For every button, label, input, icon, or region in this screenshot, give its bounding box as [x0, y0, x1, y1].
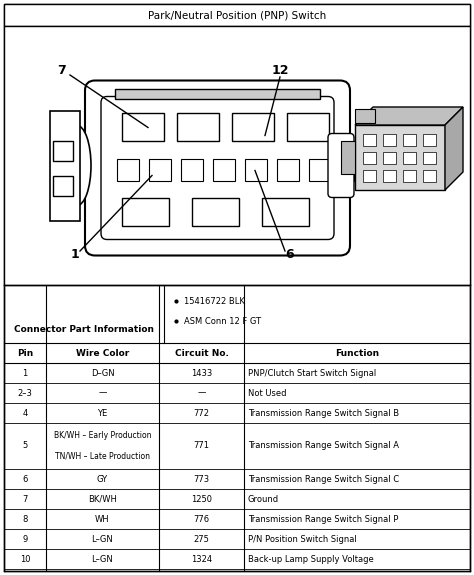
Bar: [4, 26, 470, 285]
Text: PNP/Clutch Start Switch Signal: PNP/Clutch Start Switch Signal: [248, 369, 376, 378]
Bar: [355, 125, 445, 190]
Bar: [423, 134, 436, 146]
Polygon shape: [445, 107, 463, 190]
Text: Wire Color: Wire Color: [76, 348, 129, 358]
Text: 5: 5: [22, 442, 27, 450]
Bar: [149, 159, 171, 181]
Bar: [115, 89, 320, 98]
Text: 1250: 1250: [191, 494, 212, 504]
Bar: [332, 159, 354, 181]
Bar: [262, 197, 309, 225]
Bar: [403, 134, 416, 146]
Text: 8: 8: [22, 515, 27, 523]
Bar: [53, 175, 73, 196]
Text: 12: 12: [271, 64, 289, 78]
Text: Circuit No.: Circuit No.: [174, 348, 228, 358]
Text: ASM Conn 12 F GT: ASM Conn 12 F GT: [184, 316, 261, 325]
Bar: [403, 170, 416, 182]
Bar: [423, 152, 436, 164]
Bar: [287, 113, 329, 140]
Polygon shape: [355, 107, 463, 125]
Text: WH: WH: [95, 515, 110, 523]
Bar: [192, 197, 239, 225]
Bar: [383, 134, 396, 146]
Text: BK/WH: BK/WH: [88, 494, 117, 504]
FancyBboxPatch shape: [101, 97, 334, 240]
Ellipse shape: [63, 125, 91, 205]
Bar: [383, 152, 396, 164]
Bar: [122, 197, 169, 225]
Bar: [309, 159, 331, 181]
FancyBboxPatch shape: [85, 81, 350, 255]
Text: Pin: Pin: [17, 348, 33, 358]
Text: 771: 771: [193, 442, 210, 450]
Bar: [341, 141, 355, 174]
Text: 1433: 1433: [191, 369, 212, 378]
Text: 6: 6: [22, 474, 27, 484]
Text: Transmission Range Switch Signal P: Transmission Range Switch Signal P: [248, 515, 398, 523]
Bar: [403, 152, 416, 164]
Bar: [122, 113, 164, 140]
Text: Connector Part Information: Connector Part Information: [14, 324, 154, 333]
Text: YE: YE: [97, 408, 108, 417]
Text: 7: 7: [22, 494, 27, 504]
Text: 6: 6: [286, 248, 294, 262]
Text: 772: 772: [193, 408, 210, 417]
Bar: [213, 159, 235, 181]
Bar: [117, 159, 139, 181]
Bar: [383, 170, 396, 182]
Bar: [4, 4, 470, 26]
Text: TN/WH – Late Production: TN/WH – Late Production: [55, 451, 150, 461]
Text: 10: 10: [20, 554, 30, 564]
Bar: [355, 109, 375, 123]
Text: D–GN: D–GN: [91, 369, 114, 378]
Text: Transmission Range Switch Signal B: Transmission Range Switch Signal B: [248, 408, 399, 417]
Text: 2–3: 2–3: [18, 389, 32, 397]
Text: BK/WH – Early Production: BK/WH – Early Production: [54, 431, 151, 440]
Text: 773: 773: [193, 474, 210, 484]
Text: 7: 7: [58, 64, 66, 78]
Text: L–GN: L–GN: [91, 554, 113, 564]
Bar: [245, 159, 267, 181]
Bar: [277, 159, 299, 181]
Bar: [363, 152, 376, 164]
Text: 15416722 BLK: 15416722 BLK: [184, 297, 245, 305]
Text: 1324: 1324: [191, 554, 212, 564]
Text: P/N Position Switch Signal: P/N Position Switch Signal: [248, 535, 357, 543]
Text: L–GN: L–GN: [91, 535, 113, 543]
Text: 776: 776: [193, 515, 210, 523]
Bar: [232, 113, 274, 140]
Bar: [53, 140, 73, 160]
Text: Ground: Ground: [248, 494, 279, 504]
Text: Not Used: Not Used: [248, 389, 286, 397]
Text: Back-up Lamp Supply Voltage: Back-up Lamp Supply Voltage: [248, 554, 374, 564]
FancyBboxPatch shape: [328, 133, 354, 197]
Bar: [423, 170, 436, 182]
Text: Park/Neutral Position (PNP) Switch: Park/Neutral Position (PNP) Switch: [148, 10, 326, 20]
Bar: [177, 113, 219, 140]
Text: 1: 1: [71, 248, 79, 262]
Text: Transmission Range Switch Signal A: Transmission Range Switch Signal A: [248, 442, 399, 450]
Bar: [181, 159, 203, 181]
Bar: [50, 110, 80, 220]
Text: 1: 1: [22, 369, 27, 378]
Text: GY: GY: [97, 474, 108, 484]
Text: 275: 275: [193, 535, 210, 543]
Text: Function: Function: [335, 348, 379, 358]
Text: —: —: [98, 389, 107, 397]
Bar: [363, 134, 376, 146]
Text: 4: 4: [22, 408, 27, 417]
Text: 9: 9: [22, 535, 27, 543]
Text: Transmission Range Switch Signal C: Transmission Range Switch Signal C: [248, 474, 399, 484]
Bar: [363, 170, 376, 182]
Text: —: —: [197, 389, 206, 397]
